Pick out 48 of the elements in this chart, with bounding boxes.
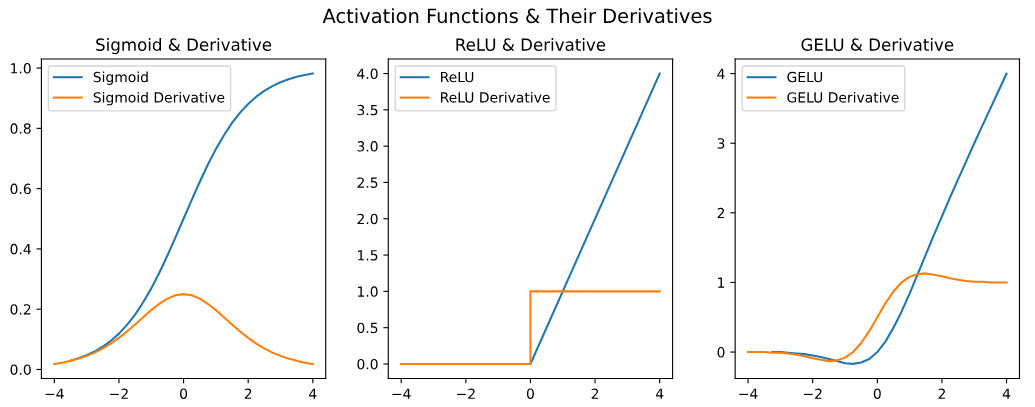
x-tick-label: 2 <box>938 388 945 399</box>
chart-title: ReLU & Derivative <box>456 38 606 51</box>
y-tick-label: 2.5 <box>357 177 378 188</box>
line-series <box>747 272 1008 363</box>
y-tick-label: 0.4 <box>10 243 31 255</box>
y-tick-label: 0.8 <box>10 123 31 134</box>
x-tick-label: 4 <box>1002 388 1011 399</box>
y-tick-label: 2 <box>717 207 725 219</box>
legend-label: Sigmoid Derivative <box>93 91 225 106</box>
y-tick-label: 0.0 <box>10 364 31 375</box>
x-tick-label: 4 <box>309 388 317 399</box>
legend-label: ReLU <box>441 71 474 83</box>
x-tick-label: −2 <box>110 388 128 399</box>
x-tick-label: 0 <box>180 388 188 399</box>
x-tick-label: 2 <box>591 388 599 399</box>
x-tick-label: 0 <box>873 388 881 399</box>
legend-label: GELU Derivative <box>787 91 899 103</box>
x-tick-label: −4 <box>45 388 64 399</box>
y-tick-label: 1.0 <box>11 63 31 74</box>
line-series <box>771 72 1008 365</box>
y-tick-label: 1.5 <box>357 250 378 261</box>
y-tick-label: 2.0 <box>357 213 378 225</box>
y-tick-label: 0.2 <box>10 304 31 315</box>
y-tick-label: 3.0 <box>357 141 378 152</box>
chart-title: GELU & Derivative <box>801 38 954 51</box>
x-tick-label: −2 <box>803 388 822 399</box>
line-series <box>53 293 314 366</box>
x-tick-label: −4 <box>392 388 411 399</box>
x-tick-label: 2 <box>244 388 252 399</box>
x-tick-label: −2 <box>457 388 475 399</box>
y-tick-label: 0.6 <box>10 183 31 195</box>
y-tick-label: 1 <box>718 277 725 288</box>
y-tick-label: 4.0 <box>357 68 378 80</box>
y-tick-label: 3 <box>717 138 725 149</box>
y-tick-label: 0.5 <box>357 322 378 334</box>
y-tick-label: 0.0 <box>357 358 378 370</box>
legend-label: Sigmoid <box>93 71 148 85</box>
x-tick-label: 0 <box>526 388 534 399</box>
text: Activation Functions & Their Derivatives <box>322 8 712 24</box>
x-tick-label: −4 <box>739 388 758 399</box>
y-tick-label: 3.5 <box>357 104 378 116</box>
legend-label: GELU <box>787 71 823 83</box>
chart-title: Sigmoid & Derivative <box>96 38 272 55</box>
y-tick-label: 1.0 <box>357 286 378 297</box>
x-tick-label: 4 <box>655 388 664 399</box>
legend-label: ReLU Derivative <box>441 91 550 103</box>
y-tick-label: 0 <box>717 347 725 358</box>
y-tick-label: 4 <box>717 68 725 79</box>
